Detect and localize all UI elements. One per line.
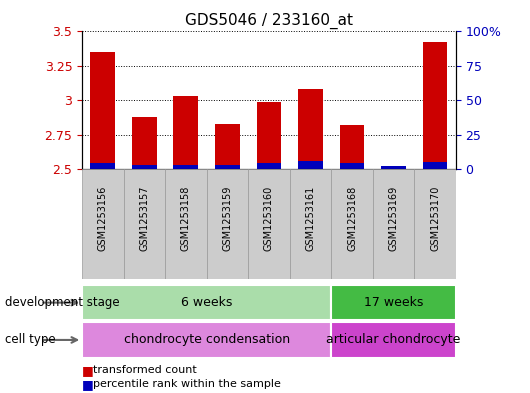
Text: GSM1253158: GSM1253158 xyxy=(181,185,191,251)
Bar xyxy=(82,285,331,320)
Text: GSM1253159: GSM1253159 xyxy=(223,185,233,251)
Bar xyxy=(381,166,406,169)
Bar xyxy=(82,322,331,358)
Bar xyxy=(331,322,456,358)
Bar xyxy=(173,96,198,169)
Bar xyxy=(290,169,331,279)
Bar xyxy=(422,42,447,169)
Text: GSM1253156: GSM1253156 xyxy=(98,185,108,251)
Bar xyxy=(414,169,456,279)
Bar xyxy=(381,166,406,169)
Bar xyxy=(215,165,240,169)
Bar xyxy=(165,169,207,279)
Text: ■: ■ xyxy=(82,378,98,391)
Bar xyxy=(248,169,290,279)
Bar xyxy=(340,125,365,169)
Bar xyxy=(373,169,414,279)
Text: cell type: cell type xyxy=(5,333,56,347)
Bar xyxy=(331,169,373,279)
Text: GSM1253161: GSM1253161 xyxy=(305,185,315,251)
Bar xyxy=(207,169,248,279)
Text: GSM1253169: GSM1253169 xyxy=(388,185,399,251)
Bar xyxy=(132,117,157,169)
Text: GSM1253160: GSM1253160 xyxy=(264,185,274,251)
Text: 17 weeks: 17 weeks xyxy=(364,296,423,309)
Bar xyxy=(173,165,198,169)
Bar xyxy=(298,161,323,169)
Text: GSM1253168: GSM1253168 xyxy=(347,185,357,251)
Bar xyxy=(257,163,281,169)
Bar xyxy=(331,285,456,320)
Bar xyxy=(91,52,116,169)
Text: transformed count: transformed count xyxy=(93,365,197,375)
Bar xyxy=(298,89,323,169)
Title: GDS5046 / 233160_at: GDS5046 / 233160_at xyxy=(185,13,353,29)
Text: GSM1253157: GSM1253157 xyxy=(139,185,149,251)
Text: percentile rank within the sample: percentile rank within the sample xyxy=(93,379,280,389)
Bar xyxy=(82,169,123,279)
Bar xyxy=(340,163,365,169)
Text: articular chondrocyte: articular chondrocyte xyxy=(326,333,461,347)
Bar xyxy=(257,101,281,169)
Bar xyxy=(91,163,116,169)
Bar xyxy=(422,162,447,169)
Text: ■: ■ xyxy=(82,364,98,377)
Text: GSM1253170: GSM1253170 xyxy=(430,185,440,251)
Text: chondrocyte condensation: chondrocyte condensation xyxy=(123,333,290,347)
Text: development stage: development stage xyxy=(5,296,120,309)
Bar xyxy=(132,165,157,169)
Text: 6 weeks: 6 weeks xyxy=(181,296,232,309)
Bar xyxy=(123,169,165,279)
Bar xyxy=(215,123,240,169)
